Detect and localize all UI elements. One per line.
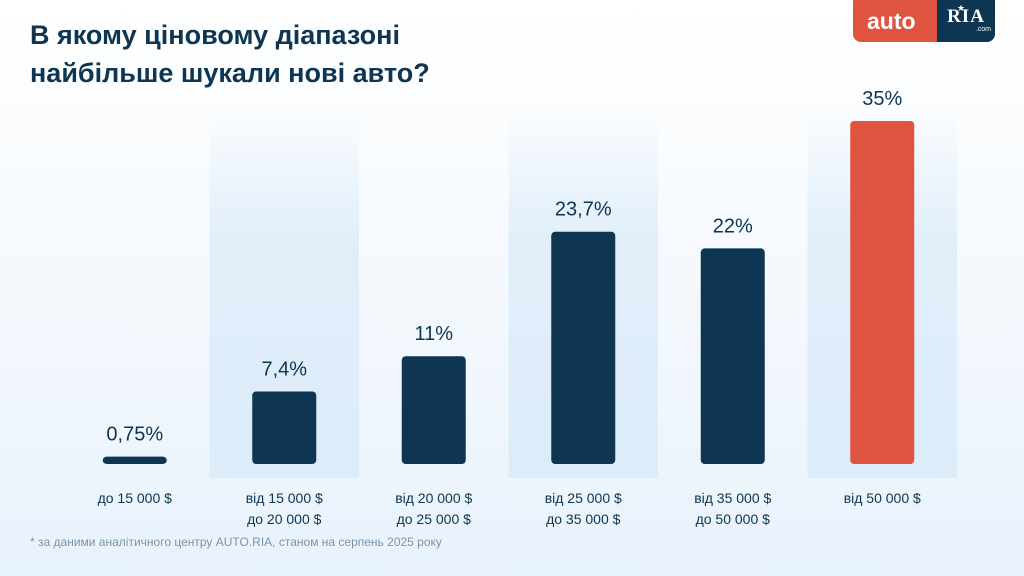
data-label: 0,75% xyxy=(106,424,163,446)
category-label: до 35 000 $ xyxy=(546,511,621,527)
logo-auto-part: auto xyxy=(853,0,937,42)
category-label: до 15 000 $ xyxy=(98,490,173,506)
title-line-1: В якому ціновому діапазоні xyxy=(30,20,400,50)
chart-title: В якому ціновому діапазоні найбільше шук… xyxy=(30,16,650,92)
category-label: від 20 000 $ xyxy=(395,490,472,506)
data-label: 23,7% xyxy=(555,199,612,221)
logo-ria-text: RIA xyxy=(947,6,985,27)
title-line-2: найбільше шукали нові авто? xyxy=(30,58,430,88)
category-label: до 20 000 $ xyxy=(247,511,322,527)
autoria-logo: auto ★ RIA .com xyxy=(853,0,995,42)
category-label: від 50 000 $ xyxy=(844,490,921,506)
category-label: до 25 000 $ xyxy=(397,511,472,527)
category-label: від 25 000 $ xyxy=(545,490,622,506)
data-label: 35% xyxy=(862,88,902,110)
bar xyxy=(551,231,616,464)
data-label: 22% xyxy=(713,215,753,237)
bar xyxy=(102,456,167,464)
category-label: від 15 000 $ xyxy=(246,490,323,506)
data-label: 7,4% xyxy=(261,358,307,380)
logo-ria-suffix: .com xyxy=(975,26,991,33)
logo-ria-part: ★ RIA .com xyxy=(937,0,995,42)
bar xyxy=(401,356,466,464)
bar xyxy=(850,121,915,464)
data-label: 11% xyxy=(414,323,453,345)
logo-star-icon: ★ xyxy=(957,3,966,13)
bar xyxy=(700,248,765,464)
footnote: * за даними аналітичного центру AUTO.RIA… xyxy=(30,535,442,549)
bar xyxy=(252,391,317,464)
category-label: до 50 000 $ xyxy=(696,511,771,527)
category-label: від 35 000 $ xyxy=(694,490,771,506)
